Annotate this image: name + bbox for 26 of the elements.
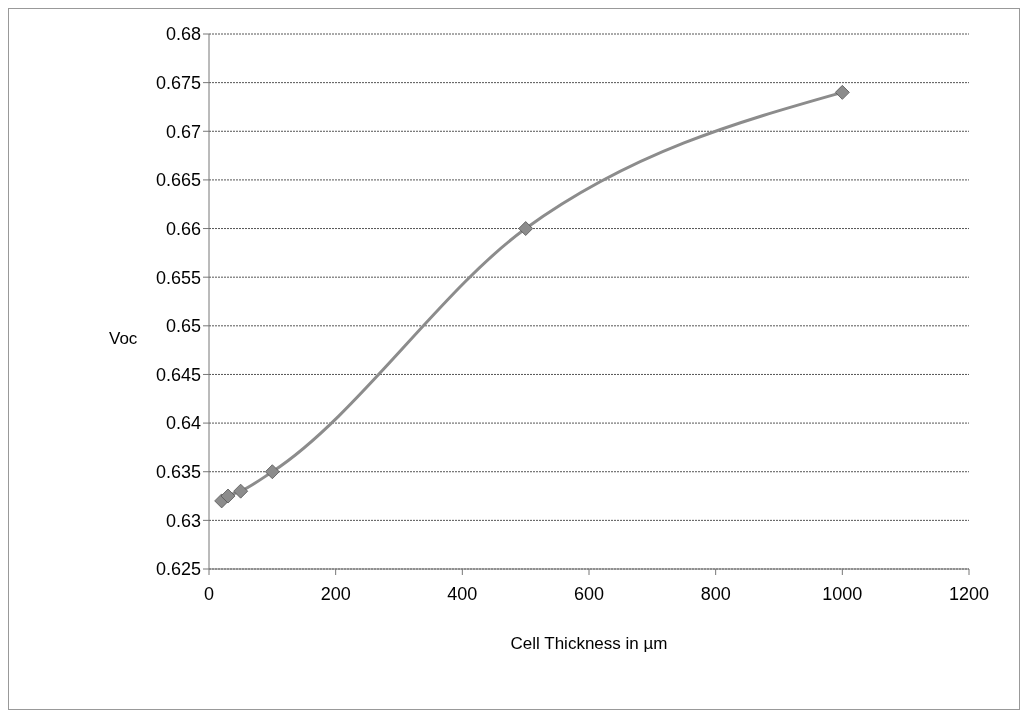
y-tick-label: 0.665 [155, 170, 201, 191]
y-tick-label: 0.625 [155, 559, 201, 580]
y-tick-label: 0.65 [165, 316, 201, 337]
x-axis-title: Cell Thickness in µm [510, 634, 668, 653]
point [220, 488, 236, 504]
x-tick-label: 800 [700, 583, 731, 604]
x-tick-label: 1200 [948, 583, 990, 604]
y-tick-label: 0.63 [165, 510, 201, 531]
y-tick-label: 0.635 [155, 462, 201, 483]
y-tick-label: 0.67 [165, 121, 201, 142]
x-tick-label: 1000 [822, 583, 863, 604]
point [233, 483, 249, 499]
x-tick-label: 0 [203, 583, 215, 604]
y-tick-label: 0.675 [155, 73, 201, 94]
y-tick-label: 0.64 [165, 413, 201, 434]
y-tick-label: 0.645 [155, 364, 201, 385]
y-tick-label: 0.66 [165, 218, 201, 239]
x-tick-label: 400 [447, 583, 478, 604]
x-tick-label: 200 [320, 583, 351, 604]
y-axis-title: Voc [109, 329, 138, 349]
point [834, 84, 850, 100]
x-tick-label: 600 [573, 583, 605, 604]
point [518, 221, 534, 236]
y-tick-label: 0.655 [155, 267, 201, 288]
y-tick-label: 0.68 [165, 24, 201, 45]
point [264, 464, 280, 480]
